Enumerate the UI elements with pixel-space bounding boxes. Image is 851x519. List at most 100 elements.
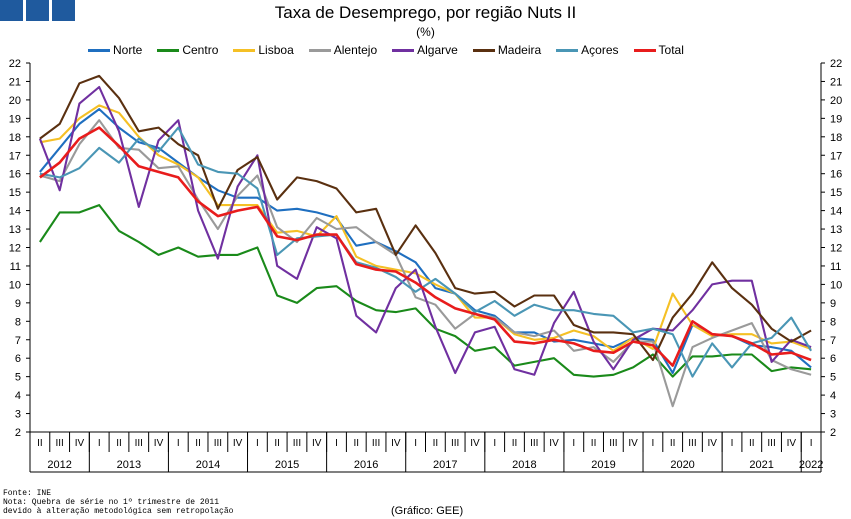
legend-label: Algarve [417, 43, 458, 57]
legend-swatch [472, 48, 495, 52]
quarter-label: II [591, 438, 597, 449]
quarter-label: II [749, 438, 755, 449]
series-line-acores [39, 126, 813, 378]
year-label: 2018 [512, 459, 536, 471]
legend-swatch [233, 48, 256, 52]
quarter-label: I [177, 438, 180, 449]
quarter-label: I [335, 438, 338, 449]
y-tick-label-left: 6 [15, 353, 21, 365]
y-tick-label-right: 3 [830, 409, 836, 421]
quarter-label: I [572, 438, 575, 449]
y-tick-label-left: 7 [15, 335, 21, 347]
quarter-label: II [37, 438, 43, 449]
chart-legend: Norte Centro Lisboa Alentejo Algarve Madeira A… [88, 43, 699, 57]
y-tick-label-left: 22 [9, 58, 21, 70]
legend-label: Norte [113, 43, 143, 57]
y-tick-label-right: 18 [830, 132, 842, 144]
y-tick-label-left: 12 [9, 243, 21, 255]
y-tick-label-right: 16 [830, 169, 842, 181]
quarter-label: III [688, 438, 696, 449]
year-label: 2022 [799, 459, 823, 471]
y-tick-label-right: 9 [830, 298, 836, 310]
quarter-label: IV [628, 438, 638, 449]
quarter-label: III [214, 438, 222, 449]
series-break-note: Nota: Quebra de série no 1º trimestre de… [3, 498, 220, 507]
legend-item: Norte [88, 43, 142, 57]
legend-swatch [633, 48, 656, 52]
quarter-label: II [512, 438, 518, 449]
year-label: 2015 [275, 459, 299, 471]
logo-block [52, 0, 75, 21]
y-tick-label-right: 15 [830, 187, 842, 199]
series-line-centro [39, 204, 812, 378]
quarter-label: IV [233, 438, 243, 449]
series-line-total [39, 126, 812, 367]
quarter-label: II [354, 438, 360, 449]
y-tick-label-right: 11 [830, 261, 841, 273]
y-tick-label-right: 19 [830, 113, 842, 125]
legend-swatch [157, 48, 180, 52]
legend-label: Madeira [497, 43, 542, 57]
legend-swatch [392, 48, 415, 52]
y-tick-label-left: 19 [9, 113, 21, 125]
quarter-label: III [451, 438, 459, 449]
series-line-norte [39, 108, 812, 375]
y-tick-label-right: 10 [830, 279, 842, 291]
year-label: 2017 [433, 459, 457, 471]
legend-item: Algarve [392, 43, 458, 57]
quarter-label: III [135, 438, 143, 449]
y-tick-label-right: 22 [830, 58, 842, 70]
y-tick-label-left: 4 [15, 390, 21, 402]
y-tick-label-left: 9 [15, 298, 21, 310]
quarter-label: IV [154, 438, 164, 449]
y-tick-label-right: 4 [830, 390, 836, 402]
quarter-label: IV [312, 438, 322, 449]
quarter-label: IV [75, 438, 85, 449]
quarter-label: IV [391, 438, 401, 449]
year-label: 2013 [117, 459, 141, 471]
quarter-label: I [493, 438, 496, 449]
y-tick-label-left: 8 [15, 316, 21, 328]
y-tick-label-left: 11 [10, 261, 21, 273]
y-tick-label-left: 18 [9, 132, 21, 144]
y-tick-label-left: 16 [9, 169, 21, 181]
y-tick-label-right: 17 [830, 150, 842, 162]
year-label: 2016 [354, 459, 378, 471]
quarter-label: I [810, 438, 813, 449]
y-tick-label-left: 21 [9, 76, 21, 88]
y-tick-label-right: 7 [830, 335, 836, 347]
logo-block [0, 0, 23, 21]
legend-item: Lisboa [233, 43, 294, 57]
y-tick-label-right: 21 [830, 76, 842, 88]
legend-label: Lisboa [258, 43, 294, 57]
quarter-label: IV [708, 438, 718, 449]
series-line-lisboa [39, 104, 812, 352]
legend-swatch [556, 48, 579, 52]
quarter-label: I [731, 438, 734, 449]
y-tick-label-right: 5 [830, 372, 836, 384]
y-tick-label-right: 8 [830, 316, 836, 328]
legend-label: Centro [182, 43, 219, 57]
series-line-madeira [39, 74, 812, 362]
chart-subtitle: (%) [416, 25, 435, 39]
legend-item: Centro [157, 43, 218, 57]
y-tick-label-right: 2 [830, 427, 836, 439]
y-tick-label-left: 2 [15, 427, 21, 439]
year-label: 2021 [749, 459, 773, 471]
quarter-label: I [652, 438, 655, 449]
y-tick-label-left: 14 [9, 206, 21, 218]
quarter-label: IV [787, 438, 797, 449]
quarter-label: III [293, 438, 301, 449]
year-label: 2014 [196, 459, 220, 471]
quarter-label: I [98, 438, 101, 449]
legend-label: Açores [581, 43, 619, 57]
legend-swatch [308, 48, 331, 52]
legend-swatch [88, 48, 110, 52]
y-tick-label-left: 20 [9, 95, 21, 107]
source-note: Fonte: INE [3, 489, 52, 498]
quarter-label: III [530, 438, 538, 449]
series-line-algarve [38, 85, 812, 376]
quarter-label: I [256, 438, 259, 449]
y-tick-label-left: 15 [9, 187, 21, 199]
